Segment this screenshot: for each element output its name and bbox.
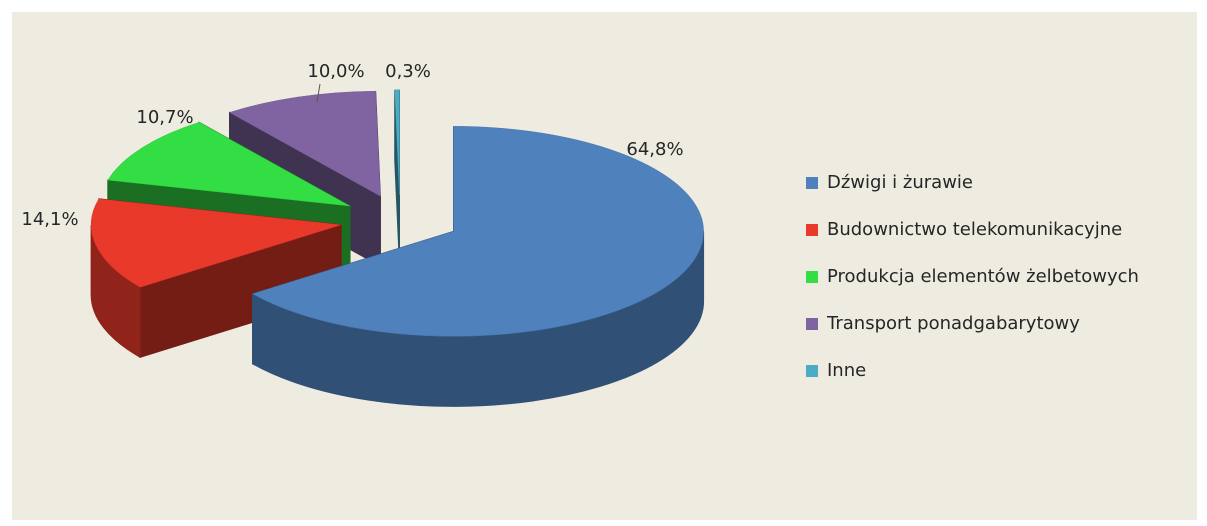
legend-label: Budownictwo telekomunikacyjne: [827, 219, 1122, 240]
data-label: 14,1%: [21, 209, 78, 230]
slice: [107, 122, 351, 207]
legend-label: Transport ponadgabarytowy: [826, 313, 1080, 334]
legend-label: Produkcja elementów żelbetowych: [827, 266, 1139, 287]
slice-group: [90, 198, 342, 359]
slice: [394, 89, 400, 195]
slice: [228, 90, 381, 197]
legend-swatch: [806, 271, 818, 283]
slice: [251, 126, 704, 337]
legend-label: Inne: [827, 360, 866, 381]
slice: [90, 198, 342, 288]
legend-swatch: [806, 177, 818, 189]
data-label: 10,7%: [136, 107, 193, 128]
data-label: 10,0%: [307, 61, 364, 82]
data-label: 0,3%: [385, 61, 431, 82]
legend-swatch: [806, 365, 818, 377]
slice-group: [251, 126, 705, 407]
legend-swatch: [806, 318, 818, 330]
leader-line: [316, 83, 321, 103]
legend-label: Dźwigi i żurawie: [827, 172, 973, 193]
legend-swatch: [806, 224, 818, 236]
slice-group: [394, 89, 400, 265]
data-label: 64,8%: [626, 139, 683, 160]
